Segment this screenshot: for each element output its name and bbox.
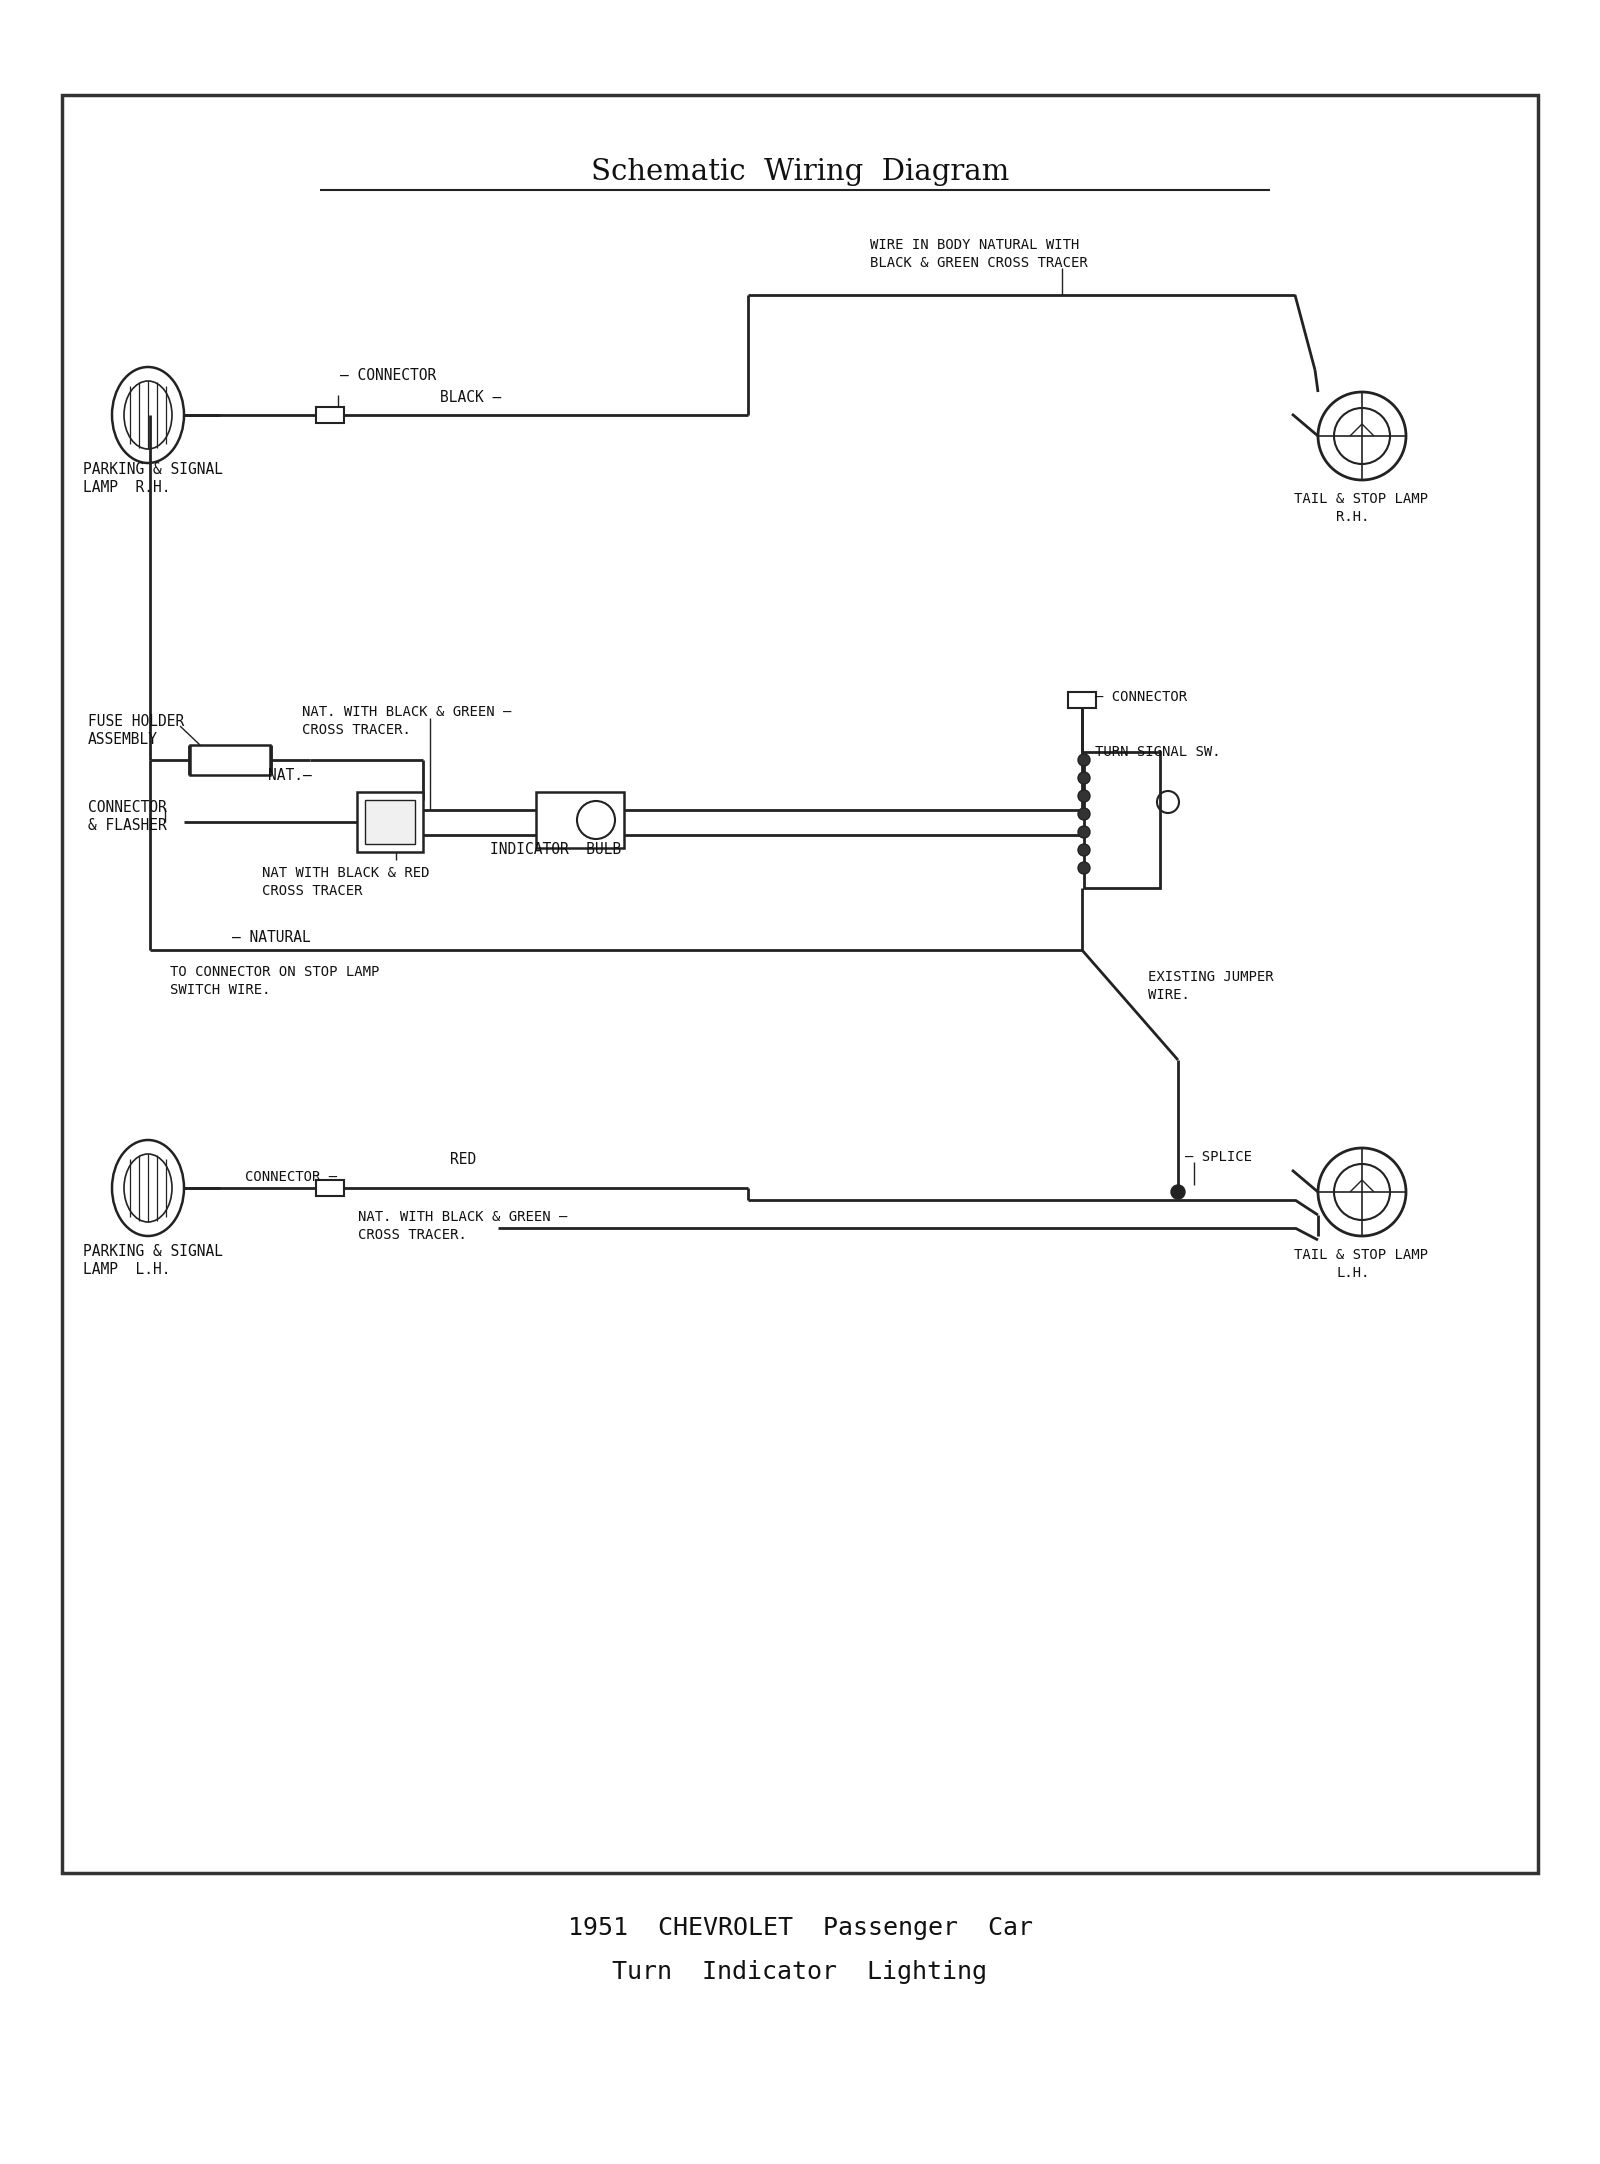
- Circle shape: [1078, 807, 1090, 820]
- Text: L.H.: L.H.: [1336, 1266, 1370, 1279]
- Text: — CONNECTOR: — CONNECTOR: [339, 368, 437, 383]
- Circle shape: [1078, 861, 1090, 874]
- Bar: [357, 792, 422, 853]
- Text: LAMP  L.H.: LAMP L.H.: [83, 1262, 171, 1277]
- Bar: [1069, 692, 1096, 708]
- Text: CONNECTOR —: CONNECTOR —: [245, 1171, 338, 1184]
- Text: CROSS TRACER: CROSS TRACER: [262, 885, 363, 898]
- Circle shape: [1078, 790, 1090, 803]
- Text: EXISTING JUMPER: EXISTING JUMPER: [1149, 969, 1274, 985]
- Circle shape: [1078, 773, 1090, 783]
- Text: 1951  CHEVROLET  Passenger  Car: 1951 CHEVROLET Passenger Car: [568, 1915, 1032, 1939]
- Text: — SPLICE: — SPLICE: [1186, 1149, 1251, 1164]
- Text: NAT. WITH BLACK & GREEN —: NAT. WITH BLACK & GREEN —: [358, 1210, 568, 1225]
- Circle shape: [1171, 1186, 1186, 1199]
- Text: WIRE IN BODY NATURAL WITH: WIRE IN BODY NATURAL WITH: [870, 238, 1080, 251]
- Circle shape: [1078, 753, 1090, 766]
- Bar: [365, 801, 414, 844]
- Bar: [1085, 753, 1160, 887]
- Text: TO CONNECTOR ON STOP LAMP: TO CONNECTOR ON STOP LAMP: [170, 965, 379, 978]
- Bar: [317, 407, 344, 422]
- Bar: [317, 1179, 344, 1197]
- Bar: [190, 744, 270, 775]
- Text: ASSEMBLY: ASSEMBLY: [88, 731, 158, 747]
- Text: CROSS TRACER.: CROSS TRACER.: [358, 1227, 467, 1242]
- Text: TURN SIGNAL SW.: TURN SIGNAL SW.: [1094, 744, 1221, 760]
- Text: BLACK & GREEN CROSS TRACER: BLACK & GREEN CROSS TRACER: [870, 255, 1088, 270]
- Text: Turn  Indicator  Lighting: Turn Indicator Lighting: [613, 1961, 987, 1984]
- Text: — NATURAL: — NATURAL: [232, 931, 310, 946]
- Circle shape: [1078, 844, 1090, 857]
- Text: PARKING & SIGNAL: PARKING & SIGNAL: [83, 461, 222, 476]
- Text: Schematic  Wiring  Diagram: Schematic Wiring Diagram: [590, 158, 1010, 186]
- Circle shape: [1078, 827, 1090, 837]
- Text: & FLASHER: & FLASHER: [88, 818, 166, 833]
- Text: NAT WITH BLACK & RED: NAT WITH BLACK & RED: [262, 866, 429, 881]
- Bar: [536, 792, 624, 848]
- Text: LAMP  R.H.: LAMP R.H.: [83, 480, 171, 496]
- Text: R.H.: R.H.: [1336, 511, 1370, 524]
- Text: TAIL & STOP LAMP: TAIL & STOP LAMP: [1294, 491, 1429, 506]
- Text: NAT.—: NAT.—: [269, 768, 312, 783]
- Text: PARKING & SIGNAL: PARKING & SIGNAL: [83, 1244, 222, 1259]
- Text: INDICATOR  BULB: INDICATOR BULB: [490, 842, 621, 857]
- Text: RED: RED: [450, 1151, 477, 1166]
- Text: CROSS TRACER.: CROSS TRACER.: [302, 723, 411, 738]
- Text: — CONNECTOR: — CONNECTOR: [1094, 690, 1187, 703]
- Text: FUSE HOLDER: FUSE HOLDER: [88, 714, 184, 729]
- Text: NAT. WITH BLACK & GREEN —: NAT. WITH BLACK & GREEN —: [302, 705, 512, 718]
- Text: WIRE.: WIRE.: [1149, 989, 1190, 1002]
- Text: CONNECTOR: CONNECTOR: [88, 801, 166, 816]
- Bar: [62, 95, 1538, 1874]
- Text: BLACK —: BLACK —: [440, 390, 501, 405]
- Text: TAIL & STOP LAMP: TAIL & STOP LAMP: [1294, 1249, 1429, 1262]
- Text: SWITCH WIRE.: SWITCH WIRE.: [170, 982, 270, 998]
